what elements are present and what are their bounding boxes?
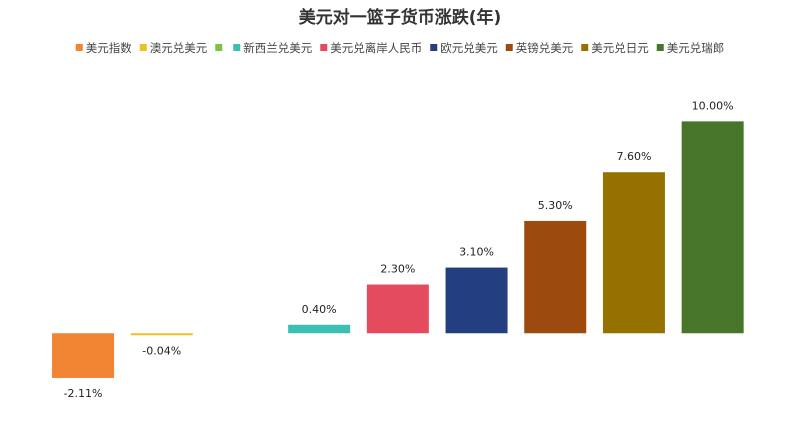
legend-swatch [656, 44, 664, 51]
legend-label: 美元兑瑞郎 [667, 41, 725, 55]
legend-label: 澳元兑美元 [150, 41, 208, 55]
legend-label: 美元指数 [86, 41, 132, 55]
chart-title: 美元对一篮子货币涨跌(年) [299, 7, 502, 28]
bar [445, 267, 508, 334]
legend-swatch [320, 44, 328, 51]
bar [52, 333, 115, 378]
legend-swatch [139, 44, 147, 51]
legend-label: 美元兑日元 [591, 41, 649, 55]
legend-swatch [215, 44, 223, 51]
legend-swatch [505, 44, 513, 51]
data-label: 2.30% [380, 263, 415, 276]
bar [366, 284, 429, 334]
data-label: 3.10% [459, 246, 494, 259]
legend-label: 欧元兑美元 [440, 41, 498, 55]
data-label: 7.60% [616, 150, 651, 163]
legend-label: 美元兑离岸人民币 [330, 41, 422, 55]
bar [602, 172, 665, 334]
legend-label: 英镑兑美元 [516, 41, 574, 55]
bar [524, 220, 587, 334]
data-label: 0.40% [302, 303, 337, 316]
data-label: -2.11% [64, 387, 103, 400]
data-label: -0.04% [142, 344, 181, 357]
legend-swatch [430, 44, 438, 51]
bar [130, 333, 193, 336]
legend-label: 新西兰兑美元 [243, 41, 312, 55]
legend-swatch [581, 44, 589, 51]
data-label: 10.00% [692, 99, 734, 112]
legend-swatch [75, 44, 83, 51]
bar [288, 324, 351, 334]
bar [681, 121, 744, 334]
legend-swatch [233, 44, 241, 51]
data-label: 5.30% [538, 199, 573, 212]
